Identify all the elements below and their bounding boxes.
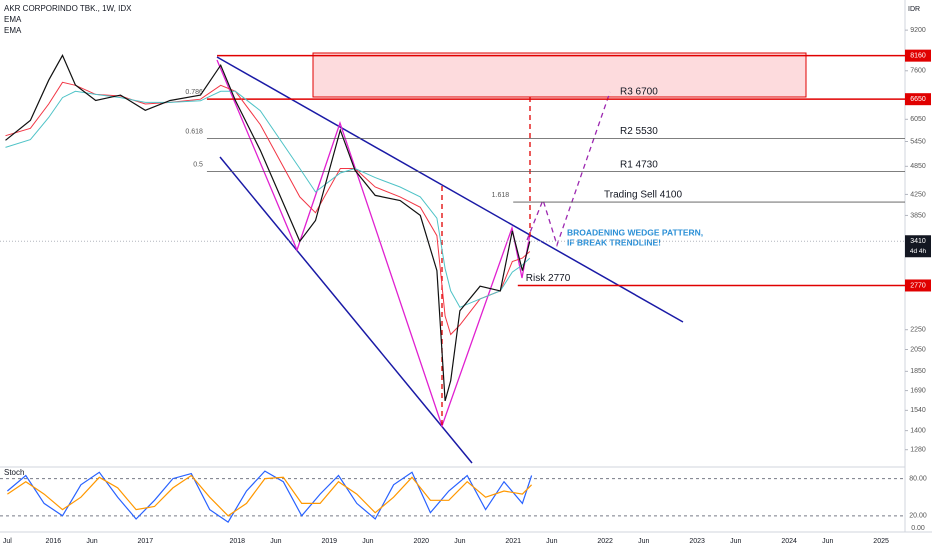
- x-tick-label: 2018: [229, 538, 245, 545]
- y-tick-label: 9200: [910, 27, 926, 34]
- level-label: Trading Sell 4100: [604, 190, 682, 201]
- x-tick-label: Jun: [270, 538, 281, 545]
- y-tick-label: 3850: [910, 212, 926, 219]
- y-tick-label: 5450: [910, 138, 926, 145]
- x-tick-label: 2025: [873, 538, 889, 545]
- x-tick-label: Jun: [638, 538, 649, 545]
- price-tag: [905, 93, 931, 106]
- annotation: IF BREAK TRENDLINE!: [567, 237, 661, 247]
- price-tag-label: 8160: [910, 52, 926, 59]
- fib-label: 0.618: [185, 128, 203, 135]
- y-tick-label: 7600: [910, 68, 926, 75]
- x-tick-label: 2017: [138, 538, 154, 545]
- x-tick-label: Jun: [730, 538, 741, 545]
- lower-trendline: [219, 156, 473, 464]
- x-tick-label: 2022: [597, 538, 613, 545]
- y-tick-label: 6050: [910, 116, 926, 123]
- y-tick-label: 20.00: [909, 513, 927, 520]
- price-tag: [905, 235, 931, 258]
- fib-label: 0.5: [193, 161, 203, 168]
- y-tick-label: 1850: [910, 368, 926, 375]
- y-tick-label: 4250: [910, 191, 926, 198]
- y-tick-label: 2050: [910, 346, 926, 353]
- y-tick-label: 1540: [910, 407, 926, 414]
- x-tick-label: Jun: [454, 538, 465, 545]
- price-tag-label: 6650: [910, 96, 926, 103]
- currency: IDR: [908, 6, 920, 13]
- price-tag-label: 3410: [910, 238, 926, 245]
- y-tick-label: 4850: [910, 163, 926, 170]
- projection-path: [526, 91, 611, 248]
- wave-zigzag: [216, 59, 531, 428]
- y-tick-label: 0.00: [911, 525, 925, 532]
- x-tick-label: 2019: [321, 538, 337, 545]
- fib-label: 0.786: [185, 89, 203, 96]
- level-label: Risk 2770: [526, 273, 571, 284]
- x-tick-label: Jun: [546, 538, 557, 545]
- x-tick-label: Jul: [3, 538, 12, 545]
- legend-entry: EMA: [4, 15, 22, 24]
- price-tag-label: 2770: [910, 282, 926, 289]
- level-label: R1 4730: [620, 159, 658, 170]
- x-tick-label: Jun: [822, 538, 833, 545]
- series-line: [5, 90, 531, 308]
- price-tag: [905, 279, 931, 292]
- series-line: [7, 470, 533, 523]
- target-zone: [312, 52, 807, 98]
- y-tick-label: 1400: [910, 427, 926, 434]
- fib-label: 1.618: [492, 192, 510, 199]
- annotation: BROADENING WEDGE PATTERN,: [567, 227, 703, 237]
- series-line: [5, 81, 531, 336]
- x-tick-label: Jun: [86, 538, 97, 545]
- upper-trendline: [216, 56, 684, 323]
- series-line: [7, 474, 533, 517]
- y-tick-label: 2250: [910, 327, 926, 334]
- x-tick-label: 2016: [46, 538, 62, 545]
- x-tick-label: 2024: [781, 538, 797, 545]
- y-tick-label: 80.00: [909, 475, 927, 482]
- price-tag: [905, 49, 931, 62]
- series-line: [5, 54, 531, 402]
- y-tick-label: 1280: [910, 447, 926, 454]
- x-tick-label: 2023: [689, 538, 705, 545]
- x-tick-label: 2020: [413, 538, 429, 545]
- countdown: 4d 4h: [910, 248, 927, 255]
- level-label: R2 5530: [620, 126, 658, 137]
- legend-entry: EMA: [4, 26, 22, 35]
- annotation: R3 6700: [620, 87, 658, 98]
- x-tick-label: 2021: [505, 538, 521, 545]
- chart-title: AKR CORPORINDO TBK., 1W, IDX: [4, 4, 132, 13]
- pane-title: Stoch: [4, 468, 24, 477]
- y-tick-label: 1690: [910, 387, 926, 394]
- x-tick-label: Jun: [362, 538, 373, 545]
